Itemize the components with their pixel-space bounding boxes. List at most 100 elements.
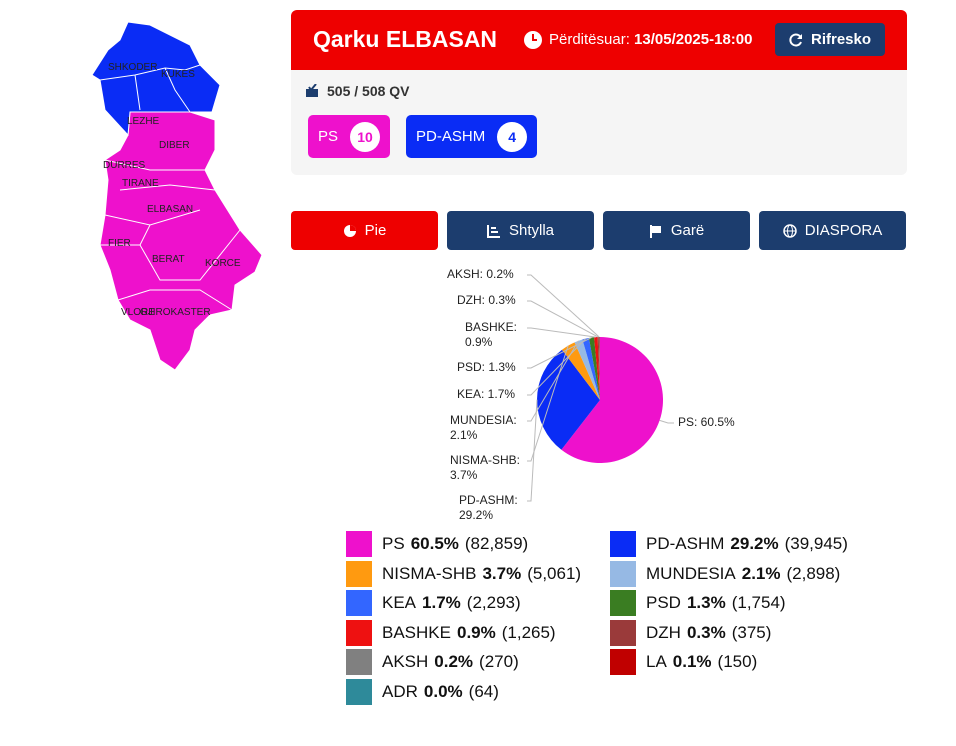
tab[interactable]: Pie bbox=[291, 211, 438, 250]
legend-item: KEA 1.7% (2,293) bbox=[346, 590, 521, 617]
pie-slice bbox=[597, 337, 600, 400]
legend-count: (2,898) bbox=[786, 563, 841, 583]
seat-party: PD-ASHM bbox=[416, 128, 486, 145]
region-label: FIER bbox=[108, 238, 131, 249]
leader-line bbox=[527, 338, 587, 396]
legend-swatch bbox=[610, 649, 636, 676]
ballot-icon bbox=[306, 84, 318, 97]
legend-percent: 0.1% bbox=[672, 652, 712, 672]
summary-panel: 505 / 508 QV PS 10 PD-ASHM 4 bbox=[291, 70, 907, 175]
legend-swatch bbox=[610, 560, 636, 587]
legend-count: (82,859) bbox=[464, 534, 529, 553]
pie-slice bbox=[574, 339, 600, 400]
legend-item: PD-ASHM 29.2% (39,945) bbox=[610, 531, 848, 557]
pie-slice bbox=[561, 337, 663, 463]
legend-count: (2,293) bbox=[466, 593, 521, 613]
legend-name: PS bbox=[382, 534, 405, 553]
legend-percent: 3.7% bbox=[482, 563, 522, 583]
tab-label: Pie bbox=[364, 222, 387, 239]
region-label: SHKODER bbox=[108, 62, 157, 73]
legend-item: AKSH 0.2% (270) bbox=[346, 649, 519, 676]
pie-chart bbox=[527, 274, 674, 502]
leader-line bbox=[527, 337, 592, 369]
legend-count: (270) bbox=[479, 652, 519, 672]
tab[interactable]: Garë bbox=[603, 211, 750, 250]
legend-name: AKSH bbox=[382, 652, 429, 672]
slice-label: PSD: 1.3% bbox=[457, 360, 516, 374]
tab[interactable]: Shtylla bbox=[447, 211, 594, 250]
leader-line bbox=[527, 327, 596, 338]
pie-slice bbox=[588, 337, 600, 400]
tab-icon bbox=[486, 224, 500, 238]
legend-count: (39,945) bbox=[784, 534, 848, 553]
slice-label: MUNDESIA: 2.1% bbox=[450, 413, 517, 442]
legend-count: (5,061) bbox=[527, 563, 582, 583]
region-label: KUKES bbox=[161, 69, 195, 80]
seat-pill: PD-ASHM 4 bbox=[406, 115, 538, 158]
tab-label: Shtylla bbox=[508, 222, 555, 239]
refresh-label: Rifresko bbox=[810, 31, 872, 48]
region-label: DIBER bbox=[159, 140, 190, 151]
slice-label: PS: 60.5% bbox=[678, 415, 735, 429]
pie-slice bbox=[562, 342, 600, 400]
pie-slice bbox=[582, 337, 600, 400]
region-label: ELBASAN bbox=[147, 204, 193, 215]
stations-text: 505 / 508 QV bbox=[327, 83, 410, 99]
region-label: BERAT bbox=[152, 254, 185, 265]
legend-percent: 1.3% bbox=[686, 593, 726, 613]
legend-item: NISMA-SHB 3.7% (5,061) bbox=[346, 560, 582, 587]
legend-percent: 60.5% bbox=[410, 534, 459, 553]
legend-swatch bbox=[610, 590, 636, 617]
legend-swatch bbox=[346, 560, 372, 587]
legend-item: BASHKE 0.9% (1,265) bbox=[346, 619, 556, 646]
pie-slice bbox=[598, 337, 600, 400]
legend-swatch bbox=[346, 531, 372, 557]
slice-label: KEA: 1.7% bbox=[457, 387, 516, 401]
legend-name: BASHKE bbox=[382, 622, 451, 642]
legend-percent: 0.0% bbox=[423, 682, 463, 701]
leader-line bbox=[527, 300, 599, 338]
legend-swatch bbox=[610, 619, 636, 646]
clock-icon bbox=[524, 31, 542, 49]
region-label: GJIROKASTER bbox=[140, 307, 211, 318]
legend-item: PS 60.5% (82,859) bbox=[346, 531, 528, 557]
pie-slice bbox=[594, 337, 600, 400]
tab[interactable]: DIASPORA bbox=[759, 211, 906, 250]
leader-line bbox=[659, 419, 674, 424]
tab-icon bbox=[343, 224, 356, 237]
region-label: LEZHE bbox=[127, 116, 160, 127]
legend-percent: 29.2% bbox=[730, 534, 779, 553]
legend-swatch bbox=[346, 619, 372, 646]
legend-count: (1,754) bbox=[731, 593, 786, 613]
legend-name: LA bbox=[646, 652, 667, 672]
leader-line bbox=[527, 340, 579, 422]
legend-count: (150) bbox=[717, 652, 758, 672]
seat-count: 10 bbox=[350, 121, 381, 152]
updated-label: Përditësuar: bbox=[549, 31, 630, 48]
seat-pill: PS 10 bbox=[308, 115, 391, 158]
map: SHKODER KUKES LEZHE DIBER DURRES TIRANE ELBASA… bbox=[91, 21, 263, 371]
legend-item: LA 0.1% (150) bbox=[610, 649, 758, 676]
seat-party: PS bbox=[318, 128, 339, 145]
legend-swatch bbox=[346, 590, 372, 617]
map-south bbox=[99, 111, 263, 371]
seat-count: 4 bbox=[497, 121, 528, 152]
tab-label: Garë bbox=[670, 222, 705, 239]
legend-item: MUNDESIA 2.1% (2,898) bbox=[610, 560, 841, 587]
legend-item: PSD 1.3% (1,754) bbox=[610, 590, 786, 617]
tab-icon bbox=[649, 224, 661, 238]
slice-label: BASHKE: 0.9% bbox=[465, 320, 518, 349]
legend-swatch bbox=[346, 679, 372, 705]
legend-name: PSD bbox=[646, 593, 681, 613]
refresh-button[interactable]: Rifresko bbox=[775, 23, 885, 56]
slice-label: NISMA-SHB: 3.7% bbox=[450, 453, 521, 482]
region-label: VLORE bbox=[121, 307, 155, 318]
slice-label: AKSH: 0.2% bbox=[447, 267, 514, 281]
legend-count: (375) bbox=[731, 622, 772, 642]
seats: PS 10 PD-ASHM 4 bbox=[308, 115, 538, 158]
slice-label: PD-ASHM: 29.2% bbox=[459, 493, 518, 522]
stations: 505 / 508 QV bbox=[305, 83, 410, 99]
tabs: Pie Shtylla Garë DIASPORA bbox=[291, 211, 906, 250]
legend-name: DZH bbox=[646, 622, 681, 642]
